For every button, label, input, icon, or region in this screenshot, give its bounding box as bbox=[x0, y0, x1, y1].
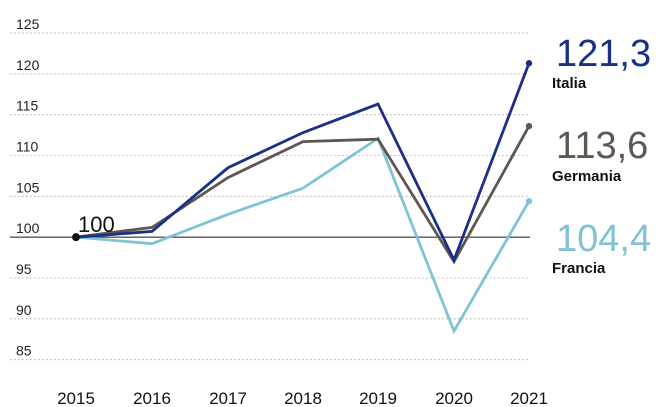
y-tick-label: 115 bbox=[16, 98, 39, 114]
x-tick-label: 2015 bbox=[57, 389, 95, 407]
end-point-francia bbox=[525, 198, 533, 205]
x-tick-label: 2018 bbox=[284, 389, 322, 407]
x-tick-label: 2021 bbox=[510, 389, 548, 407]
y-tick-label: 105 bbox=[16, 179, 40, 195]
y-tick-label: 85 bbox=[16, 343, 32, 359]
series-name-francia: Francia bbox=[552, 260, 606, 277]
y-tick-label: 90 bbox=[16, 302, 32, 318]
end-value-germania: 113,6 bbox=[556, 125, 648, 167]
y-tick-label: 95 bbox=[16, 261, 32, 277]
series-lines bbox=[72, 60, 533, 335]
series-name-italia: Italia bbox=[552, 75, 587, 92]
y-tick-label: 110 bbox=[16, 139, 39, 155]
x-tick-label: 2019 bbox=[359, 389, 397, 407]
end-value-italia: 121,3 bbox=[556, 33, 651, 75]
y-tick-label: 125 bbox=[16, 16, 40, 32]
start-point bbox=[72, 233, 80, 242]
end-value-francia: 104,4 bbox=[556, 218, 651, 260]
series-name-germania: Germania bbox=[552, 168, 622, 185]
start-value-label: 100 bbox=[78, 212, 115, 237]
end-point-germania bbox=[525, 122, 533, 130]
x-axis: 2015 2016 2017 2018 2019 2020 2021 bbox=[57, 389, 548, 407]
series-line-francia bbox=[74, 136, 531, 335]
y-axis: 85 90 95 100 105 110 115 120 125 bbox=[16, 16, 40, 359]
series-line-italia bbox=[74, 61, 531, 264]
x-tick-label: 2017 bbox=[209, 389, 247, 407]
y-tick-label: 100 bbox=[16, 220, 40, 236]
x-tick-label: 2016 bbox=[133, 389, 171, 407]
x-tick-label: 2020 bbox=[435, 389, 473, 407]
end-point-italia bbox=[525, 60, 533, 67]
grid-lines bbox=[10, 32, 530, 361]
y-tick-label: 120 bbox=[16, 57, 40, 73]
